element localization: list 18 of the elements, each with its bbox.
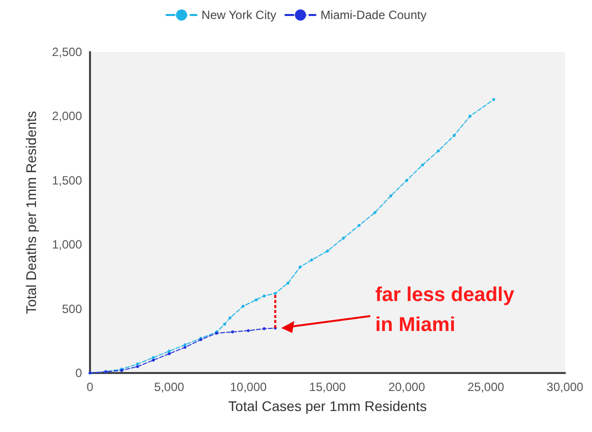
- legend-label: New York City: [202, 8, 276, 22]
- x-axis-title: Total Cases per 1mm Residents: [228, 398, 427, 414]
- x-tick-label: 5,000: [154, 380, 185, 394]
- x-tick-label: 0: [86, 380, 94, 394]
- y-tick-label: 1,500: [52, 173, 82, 188]
- y-tick-label: 1,000: [52, 238, 82, 252]
- y-tick-label: 0: [75, 366, 82, 380]
- x-tick-label: 10,000: [230, 380, 268, 394]
- y-tick-label: 2,500: [52, 45, 82, 59]
- y-tick-label: 500: [62, 302, 82, 316]
- x-tick-label: 20,000: [388, 380, 426, 394]
- x-tick-label: 15,000: [309, 380, 346, 394]
- x-tick-label: 30,000: [546, 380, 584, 394]
- y-tick-label: 2,000: [52, 109, 82, 124]
- legend-label: Miami-Dade County: [320, 8, 426, 22]
- x-tick-label: 25,000: [467, 380, 505, 394]
- annotation: far less deadly in Miami: [375, 283, 514, 338]
- y-axis-title: Total Deaths per 1mm Residents: [23, 110, 39, 314]
